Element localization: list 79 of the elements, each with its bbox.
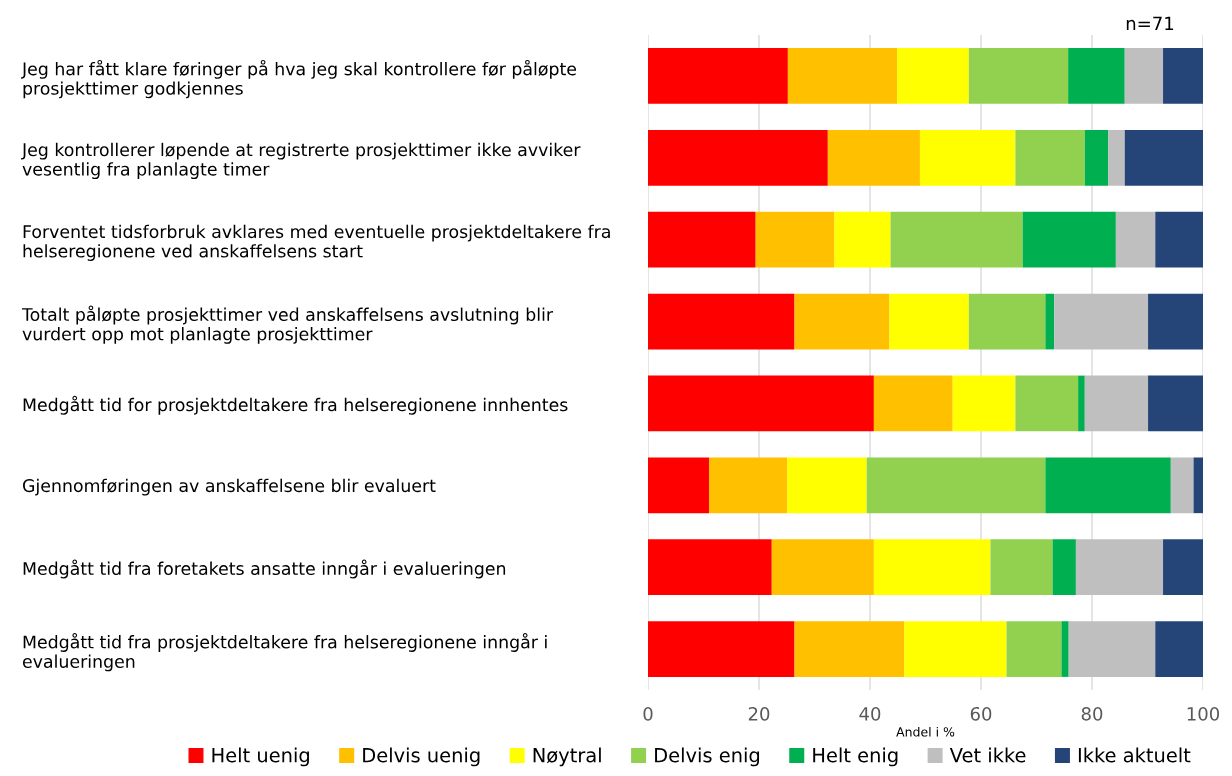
bar bbox=[1052, 539, 1076, 596]
legend-label: Nøytral bbox=[533, 747, 601, 767]
x-tick-label: 40 bbox=[859, 706, 881, 721]
bar bbox=[968, 293, 1046, 350]
bar bbox=[1054, 293, 1149, 350]
bar bbox=[1124, 48, 1164, 104]
y-tick-label: Medgått tid fra foretakets ansatte inngår i evalueringen bbox=[23, 559, 506, 579]
bar bbox=[648, 129, 828, 186]
y-tick-label: Medgått tid fra prosjektdeltakere fra helseregionene inngår i evalueringen bbox=[22, 633, 547, 672]
text: n=71 bbox=[1126, 16, 1174, 30]
x-tick-label: 80 bbox=[1081, 706, 1103, 721]
bar bbox=[990, 539, 1053, 596]
legend-label: Delvis uenig bbox=[363, 747, 480, 767]
y-tick-label: Gjennomføringen av anskaffelsene blir evaluert bbox=[22, 478, 436, 496]
bar bbox=[890, 211, 1023, 268]
bar bbox=[897, 48, 969, 104]
bar bbox=[787, 457, 867, 514]
bar bbox=[1061, 621, 1069, 677]
bar bbox=[1124, 129, 1203, 186]
bar bbox=[794, 621, 905, 677]
legend-label: Ikke aktuelt bbox=[1078, 747, 1191, 763]
y-tick-label: Jeg kontrollerer løpende at registrerte prosjekttimer ikke avviker vesentlig fra planlagte timer bbox=[21, 142, 581, 180]
bar bbox=[648, 539, 772, 596]
bar bbox=[648, 375, 874, 432]
bar bbox=[1068, 48, 1125, 104]
bar bbox=[648, 293, 795, 350]
bar bbox=[787, 48, 898, 104]
bar bbox=[648, 48, 788, 104]
bar bbox=[834, 211, 891, 268]
bar bbox=[1022, 211, 1116, 268]
bar bbox=[1155, 621, 1203, 677]
x-axis-title: Andel i % bbox=[896, 726, 955, 737]
bar bbox=[709, 457, 788, 514]
bar bbox=[1108, 129, 1125, 186]
legend-label: Helt uenig bbox=[212, 747, 309, 767]
bar bbox=[1084, 375, 1149, 432]
bar bbox=[952, 375, 1016, 432]
bar bbox=[648, 621, 795, 677]
bar bbox=[1163, 539, 1203, 596]
y-tick-label: Totalt påløpte prosjekttimer ved anskaffelsens avslutning blir vurdert opp mot planlagte prosjekttimer bbox=[21, 305, 554, 344]
legend-label: Delvis enig bbox=[655, 747, 760, 767]
y-tick-label: Forventet tidsforbruk avklares med eventuelle prosjektdeltakere fra helseregionene ved anskaffelsens start bbox=[23, 224, 610, 261]
bar bbox=[771, 539, 874, 596]
x-tick-label: 0 bbox=[643, 706, 653, 721]
bar bbox=[1015, 129, 1085, 186]
bar bbox=[904, 621, 1007, 677]
bar bbox=[1078, 375, 1085, 432]
bar bbox=[827, 129, 920, 186]
y-tick-label: Jeg har fått klare føringer på hva jeg skal kontrollere før påløpte prosjekttimer godkjennes bbox=[21, 59, 577, 99]
bar bbox=[1015, 375, 1079, 432]
bar bbox=[1006, 621, 1062, 677]
bar bbox=[919, 129, 1016, 186]
bar bbox=[1045, 457, 1171, 514]
x-tick-label: 60 bbox=[970, 706, 992, 721]
legend-label: Helt enig bbox=[813, 747, 898, 767]
y-tick-label: Medgått tid for prosjektdeltakere fra helseregionene innhentes bbox=[23, 395, 568, 415]
bar bbox=[873, 539, 991, 596]
x-tick-label: 100 bbox=[1187, 706, 1220, 721]
bar bbox=[648, 457, 710, 514]
bar bbox=[1148, 375, 1203, 432]
bar bbox=[1155, 211, 1203, 268]
bar bbox=[968, 48, 1069, 104]
bar bbox=[648, 211, 756, 268]
bar bbox=[1148, 293, 1203, 350]
bar bbox=[1193, 457, 1203, 514]
bar bbox=[1170, 457, 1194, 514]
bar bbox=[1115, 211, 1156, 268]
bar bbox=[794, 293, 890, 350]
bar bbox=[1045, 293, 1055, 350]
bar bbox=[1163, 48, 1203, 104]
bar bbox=[889, 293, 969, 350]
bar bbox=[755, 211, 835, 268]
bar bbox=[1068, 621, 1156, 677]
legend-label: Vet ikke bbox=[949, 747, 1026, 763]
bar bbox=[1084, 129, 1109, 186]
bar bbox=[866, 457, 1046, 514]
x-tick-label: 20 bbox=[748, 706, 770, 721]
bar bbox=[873, 375, 953, 432]
bar bbox=[1075, 539, 1164, 596]
